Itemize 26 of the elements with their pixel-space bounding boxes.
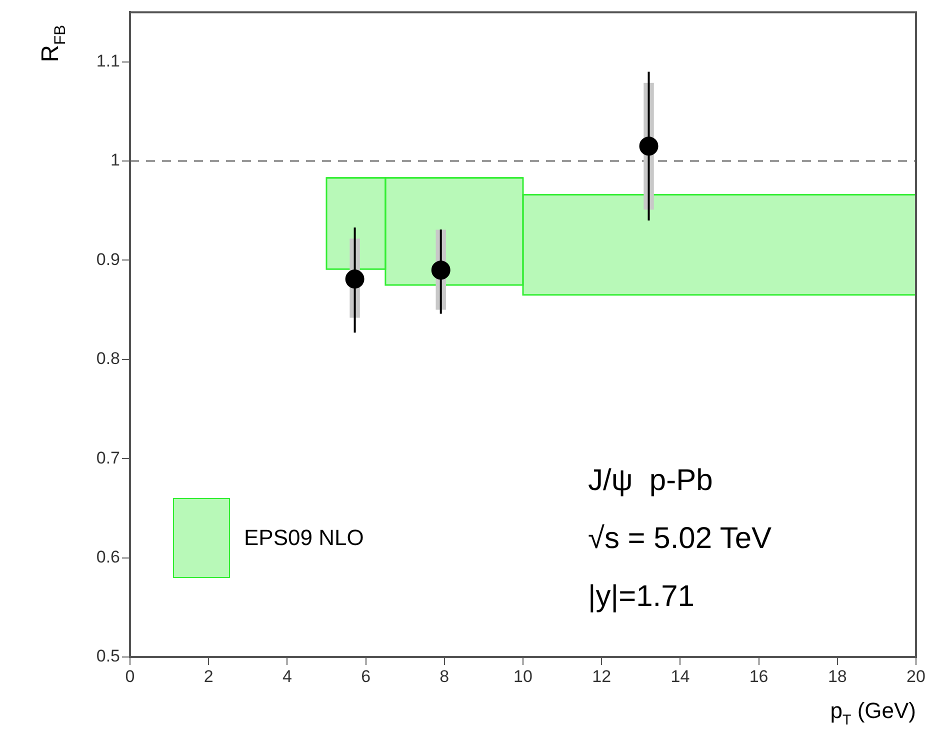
x-tick-label: 8: [440, 666, 450, 686]
annotation: J/ψ p-Pb: [588, 464, 713, 497]
x-tick-label: 0: [125, 666, 135, 686]
x-tick-label: 12: [592, 666, 612, 686]
y-tick-label: 1.1: [96, 51, 120, 70]
y-tick-label: 0.8: [96, 349, 120, 368]
y-tick-label: 1: [110, 150, 120, 170]
y-tick-label: 0.7: [96, 448, 120, 468]
x-tick-label: 4: [282, 666, 292, 686]
annotation: √s = 5.02 TeV: [588, 522, 772, 555]
x-tick-label: 16: [749, 666, 768, 686]
annotation: |y|=1.71: [588, 580, 694, 613]
y-axis-title: RFB: [37, 24, 70, 62]
x-tick-label: 20: [906, 666, 926, 686]
point: [431, 260, 450, 280]
y-tick-label: 0.5: [96, 646, 120, 666]
x-tick-label: 10: [514, 666, 532, 686]
x-tick-label: 18: [828, 666, 847, 686]
y-tick-label: 0.9: [96, 250, 120, 269]
point: [345, 270, 364, 289]
text: EPS09 NLO: [244, 525, 364, 551]
x-tick-label: 14: [670, 666, 690, 686]
point: [639, 136, 658, 156]
x-tick-label: 2: [204, 666, 214, 686]
x-tick-label: 6: [361, 666, 371, 686]
y-tick-label: 0.6: [96, 547, 120, 566]
